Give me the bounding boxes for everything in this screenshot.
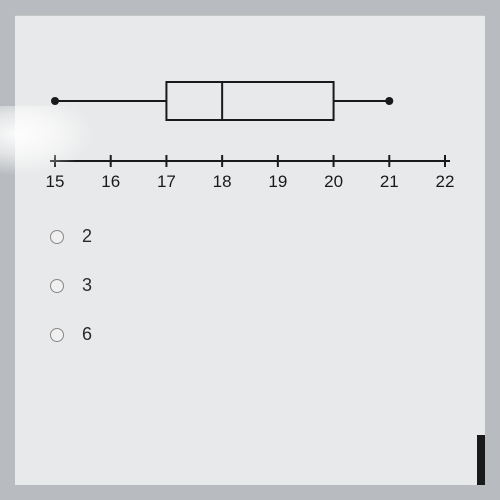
option-row-0[interactable]: 2 (50, 226, 92, 247)
option-label: 6 (82, 324, 92, 345)
radio-icon[interactable] (50, 279, 64, 293)
right-edge-mark (477, 435, 485, 485)
content-area: 15 16 17 18 19 20 21 22 2 3 6 (15, 15, 485, 485)
svg-text:21: 21 (380, 172, 399, 191)
answer-options: 2 3 6 (50, 226, 92, 373)
svg-text:19: 19 (268, 172, 287, 191)
option-label: 3 (82, 275, 92, 296)
radio-icon[interactable] (50, 230, 64, 244)
boxplot-svg: 15 16 17 18 19 20 21 22 (45, 71, 455, 201)
svg-text:17: 17 (157, 172, 176, 191)
option-label: 2 (82, 226, 92, 247)
svg-text:20: 20 (324, 172, 343, 191)
svg-text:18: 18 (213, 172, 232, 191)
svg-text:22: 22 (436, 172, 455, 191)
option-row-1[interactable]: 3 (50, 275, 92, 296)
boxplot-chart: 15 16 17 18 19 20 21 22 (45, 71, 455, 201)
radio-icon[interactable] (50, 328, 64, 342)
option-row-2[interactable]: 6 (50, 324, 92, 345)
svg-text:16: 16 (101, 172, 120, 191)
svg-text:15: 15 (46, 172, 65, 191)
